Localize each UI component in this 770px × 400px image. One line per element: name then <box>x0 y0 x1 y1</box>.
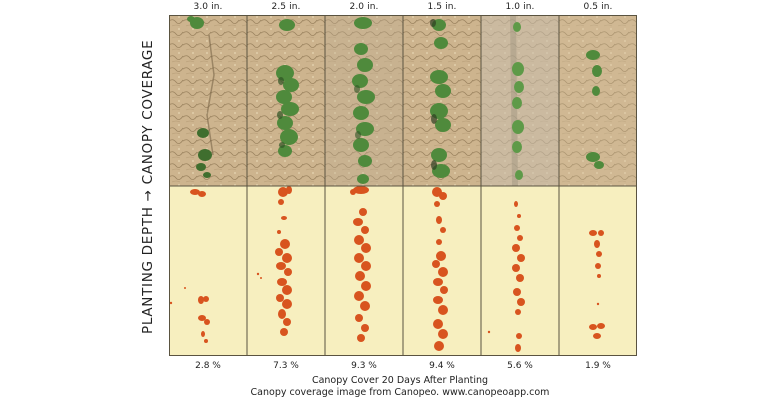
side-axis-label: PLANTING DEPTH → CANOPY COVERAGE <box>140 39 156 334</box>
soil-photo-2-0 <box>325 15 403 186</box>
depth-label-0-5: 0.5 in. <box>583 2 613 12</box>
image-grid <box>169 15 637 356</box>
depth-label-1-0: 1.0 in. <box>505 2 535 12</box>
coverage-map-1-5 <box>403 186 481 356</box>
coverage-pct-0-5: 1.9 % <box>585 361 611 371</box>
coverage-map-1-0 <box>481 186 559 356</box>
soil-photo-2-5 <box>247 15 325 186</box>
soil-photo-1-5 <box>403 15 481 186</box>
depth-label-3-0: 3.0 in. <box>193 2 223 12</box>
coverage-map-2-0 <box>325 186 403 356</box>
depth-label-2-0: 2.0 in. <box>349 2 379 12</box>
figure-caption-source: Canopy coverage image from Canopeo. www.… <box>250 387 550 398</box>
coverage-map-2-5 <box>247 186 325 356</box>
soil-photo-3-0 <box>169 15 247 186</box>
coverage-pct-1-5: 9.4 % <box>429 361 455 371</box>
figure-caption-title: Canopy Cover 20 Days After Planting <box>311 375 489 386</box>
depth-label-2-5: 2.5 in. <box>271 2 301 12</box>
coverage-pct-2-5: 7.3 % <box>273 361 299 371</box>
coverage-pct-1-0: 5.6 % <box>507 361 533 371</box>
coverage-pct-3-0: 2.8 % <box>195 361 221 371</box>
coverage-map-0-5 <box>559 186 637 356</box>
soil-photo-1-0 <box>481 15 559 186</box>
soil-photo-0-5 <box>559 15 637 186</box>
coverage-map-3-0 <box>169 186 247 356</box>
coverage-pct-2-0: 9.3 % <box>351 361 377 371</box>
depth-label-1-5: 1.5 in. <box>427 2 457 12</box>
